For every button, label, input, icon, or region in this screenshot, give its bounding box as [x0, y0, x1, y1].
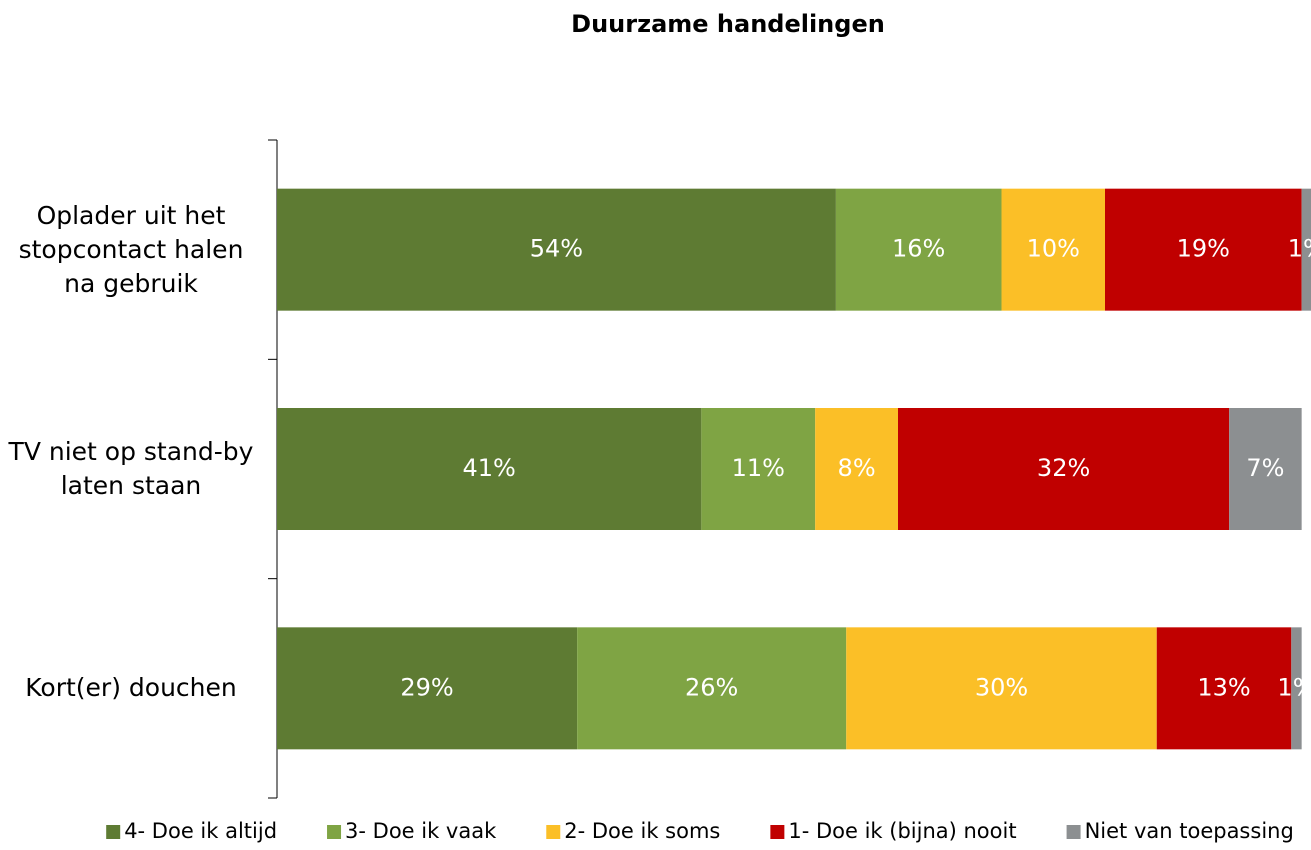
- data-label: 32%: [1037, 454, 1090, 482]
- chart-title: Duurzame handelingen: [571, 10, 885, 38]
- category-label: TV niet op stand-by laten staan: [8, 437, 254, 500]
- bar-segment: [1105, 188, 1302, 311]
- category-label: Kort(er) douchen: [25, 673, 237, 703]
- bar-segment: [835, 188, 1002, 311]
- data-label: 16%: [892, 235, 945, 263]
- legend-label: Niet van toepassing: [1085, 819, 1294, 843]
- legend-label: 2- Doe ik soms: [564, 819, 720, 843]
- bar-segment: [1291, 627, 1302, 750]
- bar-segment: [1001, 188, 1105, 311]
- legend-swatch: [770, 825, 785, 839]
- bar-segment: [1156, 627, 1292, 750]
- bar-segment: [1229, 408, 1302, 530]
- bar-segment: [898, 408, 1230, 530]
- bar-segment: [577, 627, 847, 750]
- data-label: 19%: [1177, 235, 1230, 263]
- bar-segment: [277, 627, 578, 750]
- data-label: 30%: [975, 673, 1028, 701]
- bar-segment: [1301, 188, 1311, 311]
- data-label: 54%: [530, 235, 583, 263]
- category-label: Oplader uit het stopcontact halen na geb…: [18, 200, 244, 298]
- legend-swatch: [327, 825, 342, 839]
- data-label: 1%: [1288, 235, 1311, 263]
- legend-label: 4- Doe ik altijd: [124, 819, 277, 843]
- bar-segment: [815, 408, 898, 530]
- legend-label: 1- Doe ik (bijna) nooit: [788, 819, 1016, 843]
- legend-label: 3- Doe ik vaak: [345, 819, 497, 843]
- legend-swatch: [546, 825, 561, 839]
- data-label: 29%: [400, 673, 453, 701]
- bar-segment: [846, 627, 1157, 750]
- data-label: 7%: [1246, 454, 1284, 482]
- legend-swatch: [106, 825, 121, 839]
- data-label: 1%: [1277, 673, 1311, 701]
- data-label: 41%: [463, 454, 516, 482]
- data-label: 10%: [1027, 235, 1080, 263]
- bar-segment: [701, 408, 816, 530]
- data-label: 26%: [685, 673, 738, 701]
- bar-segment: [277, 408, 702, 530]
- data-label: 8%: [838, 454, 876, 482]
- data-label: 11%: [732, 454, 785, 482]
- bar-segment: [277, 188, 836, 311]
- data-label: 13%: [1197, 673, 1250, 701]
- legend-swatch: [1066, 825, 1081, 839]
